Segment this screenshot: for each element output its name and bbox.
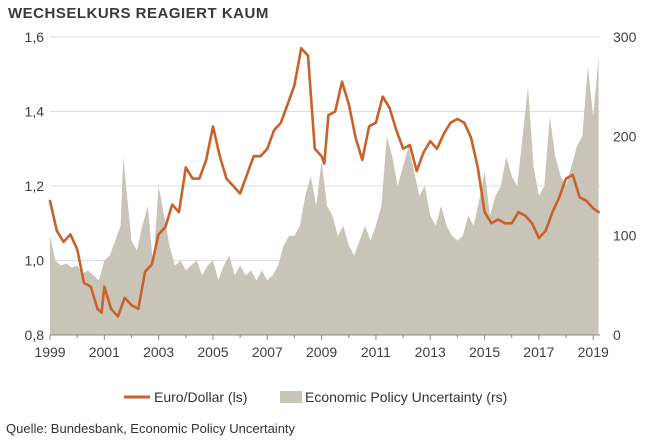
x-tick-label: 2001: [89, 344, 120, 360]
y-right-tick-label: 100: [613, 228, 637, 244]
legend-label-epu: Economic Policy Uncertainty (rs): [305, 389, 507, 405]
legend-label-euro: Euro/Dollar (ls): [154, 389, 247, 405]
x-tick-label: 1999: [34, 344, 65, 360]
x-tick-label: 2015: [469, 344, 500, 360]
legend: Euro/Dollar (ls) Economic Policy Uncertai…: [124, 389, 507, 405]
x-tick-label: 2005: [197, 344, 228, 360]
epu-area: [50, 56, 599, 336]
chart-title: WECHSELKURS REAGIERT KAUM: [8, 5, 269, 22]
x-tick-label: 2017: [523, 344, 554, 360]
y-right-tick-label: 0: [613, 327, 621, 343]
euro-dollar-line: [48, 46, 600, 318]
y-left-tick-label: 1,2: [25, 178, 45, 194]
y-right-tick-label: 200: [613, 128, 637, 144]
source-note: Quelle: Bundesbank, Economic Policy Unce…: [6, 421, 296, 436]
x-tick-label: 2011: [361, 344, 391, 360]
x-tick-label: 2007: [252, 344, 283, 360]
euro-dollar-line-series: [48, 46, 600, 318]
y-left-tick-label: 0,8: [25, 327, 45, 343]
y-left-tick-label: 1,6: [25, 29, 45, 45]
y-left-tick-label: 1,4: [25, 104, 45, 120]
axes: 0,8 1,0 1,2 1,4 1,6 0 100 200 300 1999 2001 2003 200…: [25, 29, 637, 360]
y-left-tick-label: 1,0: [25, 253, 45, 269]
x-tick-label: 2009: [306, 344, 337, 360]
x-tick-label: 2019: [578, 344, 609, 360]
epu-area-series: [50, 56, 599, 336]
legend-area-swatch: [280, 391, 302, 403]
x-tick-label: 2003: [143, 344, 174, 360]
y-right-tick-label: 300: [613, 29, 637, 45]
x-tick-label: 2013: [415, 344, 446, 360]
